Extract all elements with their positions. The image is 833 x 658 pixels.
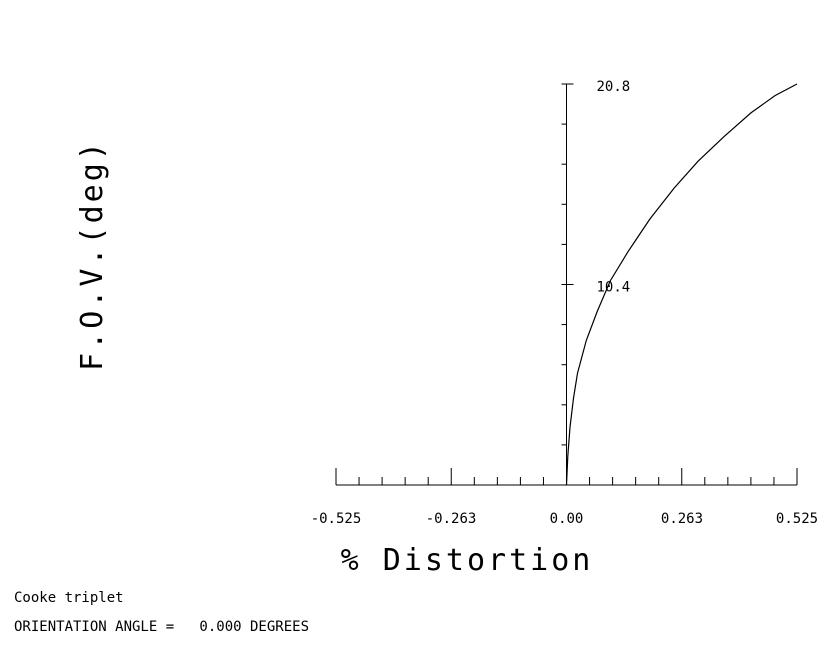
x-tick-label: 0.525 (776, 511, 818, 527)
y-axis-title: F.O.V.(deg) (75, 139, 110, 371)
distortion-curve (565, 83, 798, 486)
x-tick-label: -0.263 (426, 511, 477, 527)
x-tick-label: -0.525 (311, 511, 362, 527)
tick-labels: -0.525 -0.263 0.00 0.263 0.525 10.4 20.8 (311, 79, 818, 527)
y-tick-label: 10.4 (597, 280, 631, 296)
y-tick-label: 20.8 (597, 79, 631, 95)
footer-orientation-angle: ORIENTATION ANGLE = 0.000 DEGREES (14, 619, 310, 635)
footer-lens-name: Cooke triplet (14, 590, 124, 606)
x-tick-label: 0.00 (550, 511, 584, 527)
x-tick-label: 0.263 (661, 511, 703, 527)
x-axis-title: % Distortion (341, 543, 594, 578)
